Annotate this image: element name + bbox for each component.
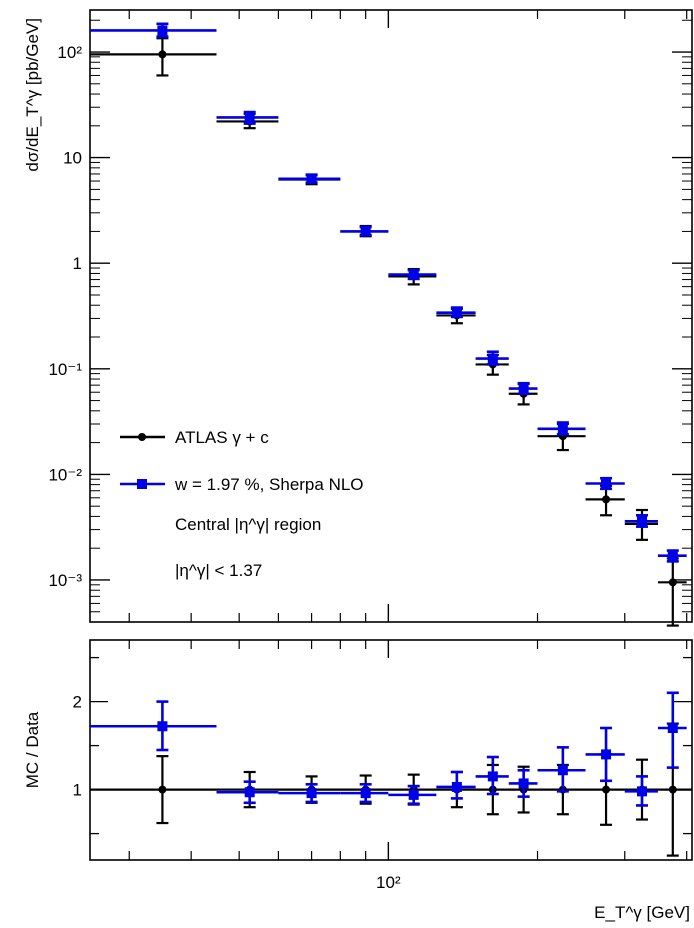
- ratio-y-tick-label: 2: [73, 693, 82, 712]
- y-axis-title: dσ/dE_T^γ [pb/GeV]: [23, 18, 42, 172]
- ratio-series0-marker: [158, 785, 167, 794]
- ratio-series1-marker: [667, 723, 678, 733]
- legend-label-1: w = 1.97 %, Sherpa NLO: [174, 475, 364, 494]
- y-tick-label: 10²: [57, 43, 82, 62]
- ratio-series0-marker: [668, 785, 677, 794]
- y-tick-label: 10: [63, 149, 82, 168]
- ratio-series1-marker: [360, 788, 371, 799]
- legend-annotation-1: |η^γ| < 1.37: [175, 561, 262, 580]
- main-series1-marker: [360, 226, 371, 237]
- main-series1-marker: [306, 173, 317, 184]
- ratio-y-tick-label: 1: [73, 781, 82, 800]
- ratio-series1-marker: [244, 787, 255, 798]
- legend-marker-0: [138, 433, 146, 441]
- ratio-series1-marker: [157, 721, 168, 732]
- ratio-series0-marker: [602, 785, 611, 794]
- legend-label-0: ATLAS γ + c: [175, 428, 269, 447]
- main-series0-marker: [602, 495, 611, 504]
- main-series1-marker: [487, 353, 498, 364]
- ratio-y-axis-title: MC / Data: [23, 711, 42, 788]
- main-series1-marker: [557, 423, 568, 434]
- main-series1-marker: [244, 112, 255, 123]
- ratio-series1-marker: [601, 749, 612, 760]
- main-series1-marker: [601, 478, 612, 489]
- x-axis-title: E_T^γ [GeV]: [594, 903, 690, 922]
- main-series1-marker: [518, 383, 529, 394]
- main-series1-marker: [451, 307, 462, 318]
- main-panel: 10² 10 1 10⁻¹ 10⁻² 10⁻³ dσ/dE_T^γ [pb/GeV] ATLA…: [23, 9, 693, 627]
- main-plot-frame: [89, 9, 693, 623]
- legend-annotation-0: Central |η^γ| region: [175, 515, 321, 534]
- y-tick-label: 10⁻²: [48, 465, 82, 484]
- ratio-panel: 2 1 10² MC / Data E_T^γ [GeV]: [23, 639, 693, 922]
- ratio-series1-marker: [557, 765, 568, 776]
- ratio-series1-marker: [451, 781, 462, 792]
- ratio-series1-marker: [487, 771, 498, 782]
- main-series1-marker: [408, 269, 419, 280]
- legend: ATLAS γ + c w = 1.97 %, Sherpa NLO Central…: [120, 428, 364, 580]
- main-series1-marker: [157, 25, 168, 36]
- y-tick-label: 1: [73, 254, 82, 273]
- ratio-series1-marker: [306, 788, 317, 799]
- main-series0-marker: [668, 578, 677, 587]
- y-tick-label: 10⁻³: [48, 571, 82, 590]
- x-tick-label: 10²: [376, 873, 401, 892]
- ratio-series1-marker: [518, 778, 529, 789]
- y-tick-label: 10⁻¹: [48, 360, 82, 379]
- ratio-series1-marker: [637, 786, 648, 797]
- main-series1-marker: [667, 550, 678, 561]
- main-series0-marker: [158, 50, 167, 59]
- ratio-plot-frame: [89, 639, 693, 861]
- main-series1-marker: [637, 516, 648, 527]
- legend-marker-1: [137, 479, 147, 489]
- ratio-series1-marker: [408, 789, 419, 800]
